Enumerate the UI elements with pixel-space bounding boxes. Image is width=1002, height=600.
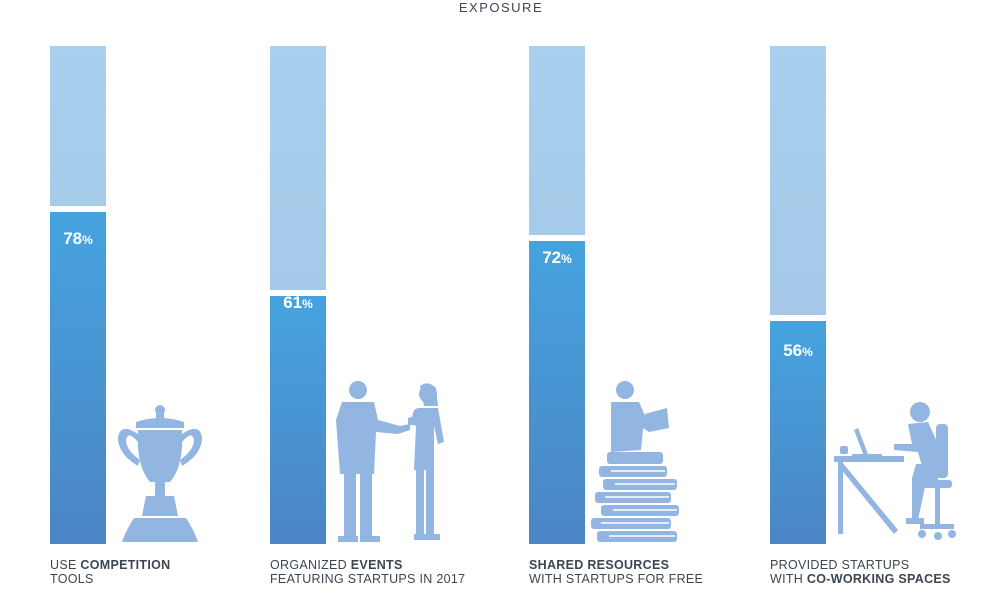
data-label-suffix: % xyxy=(302,297,313,311)
category-label-line1-bold: SHARED RESOURCES xyxy=(529,558,670,572)
bar xyxy=(270,290,326,544)
data-label: 78% xyxy=(50,229,106,249)
category-label-line2: FEATURING STARTUPS IN 2017 xyxy=(270,572,466,586)
trophy-icon xyxy=(118,405,202,542)
bar xyxy=(529,235,585,544)
bar xyxy=(50,206,106,544)
category-label-line1-bold: COMPETITION xyxy=(80,558,171,572)
category-label-line1: PROVIDED STARTUPS xyxy=(770,558,910,572)
data-label-suffix: % xyxy=(561,252,572,266)
category-label: USE COMPETITION TOOLS xyxy=(50,558,280,586)
person-at-desk-icon xyxy=(834,402,956,540)
category-label: PROVIDED STARTUPS WITH CO-WORKING SPACES xyxy=(770,558,1000,586)
category-label-line2: TOOLS xyxy=(50,572,94,586)
category-label-line2: WITH STARTUPS FOR FREE xyxy=(529,572,704,586)
category-label: ORGANIZED EVENTS FEATURING STARTUPS IN 2… xyxy=(270,558,500,586)
data-label-value: 61 xyxy=(283,293,303,312)
category-label-line2: WITH xyxy=(770,572,807,586)
chart-title: EXPOSURE xyxy=(458,0,544,15)
data-label-value: 56 xyxy=(783,341,803,360)
business-people-icon xyxy=(336,381,444,542)
category-label-line2-bold: CO-WORKING SPACES xyxy=(806,572,951,586)
data-label: 72% xyxy=(529,248,585,268)
reader-on-books-icon xyxy=(591,381,679,542)
data-label: 56% xyxy=(770,341,826,361)
bar xyxy=(770,315,826,544)
data-label-value: 78 xyxy=(63,229,83,248)
category-label-line1: USE xyxy=(50,558,81,572)
data-label-value: 72 xyxy=(542,248,562,267)
data-label: 61% xyxy=(270,293,326,313)
data-label-suffix: % xyxy=(802,345,813,359)
category-label: SHARED RESOURCES WITH STARTUPS FOR FREE xyxy=(529,558,759,586)
category-label-line1-bold: EVENTS xyxy=(350,558,403,572)
data-label-suffix: % xyxy=(82,233,93,247)
category-label-line1: ORGANIZED xyxy=(270,558,351,572)
